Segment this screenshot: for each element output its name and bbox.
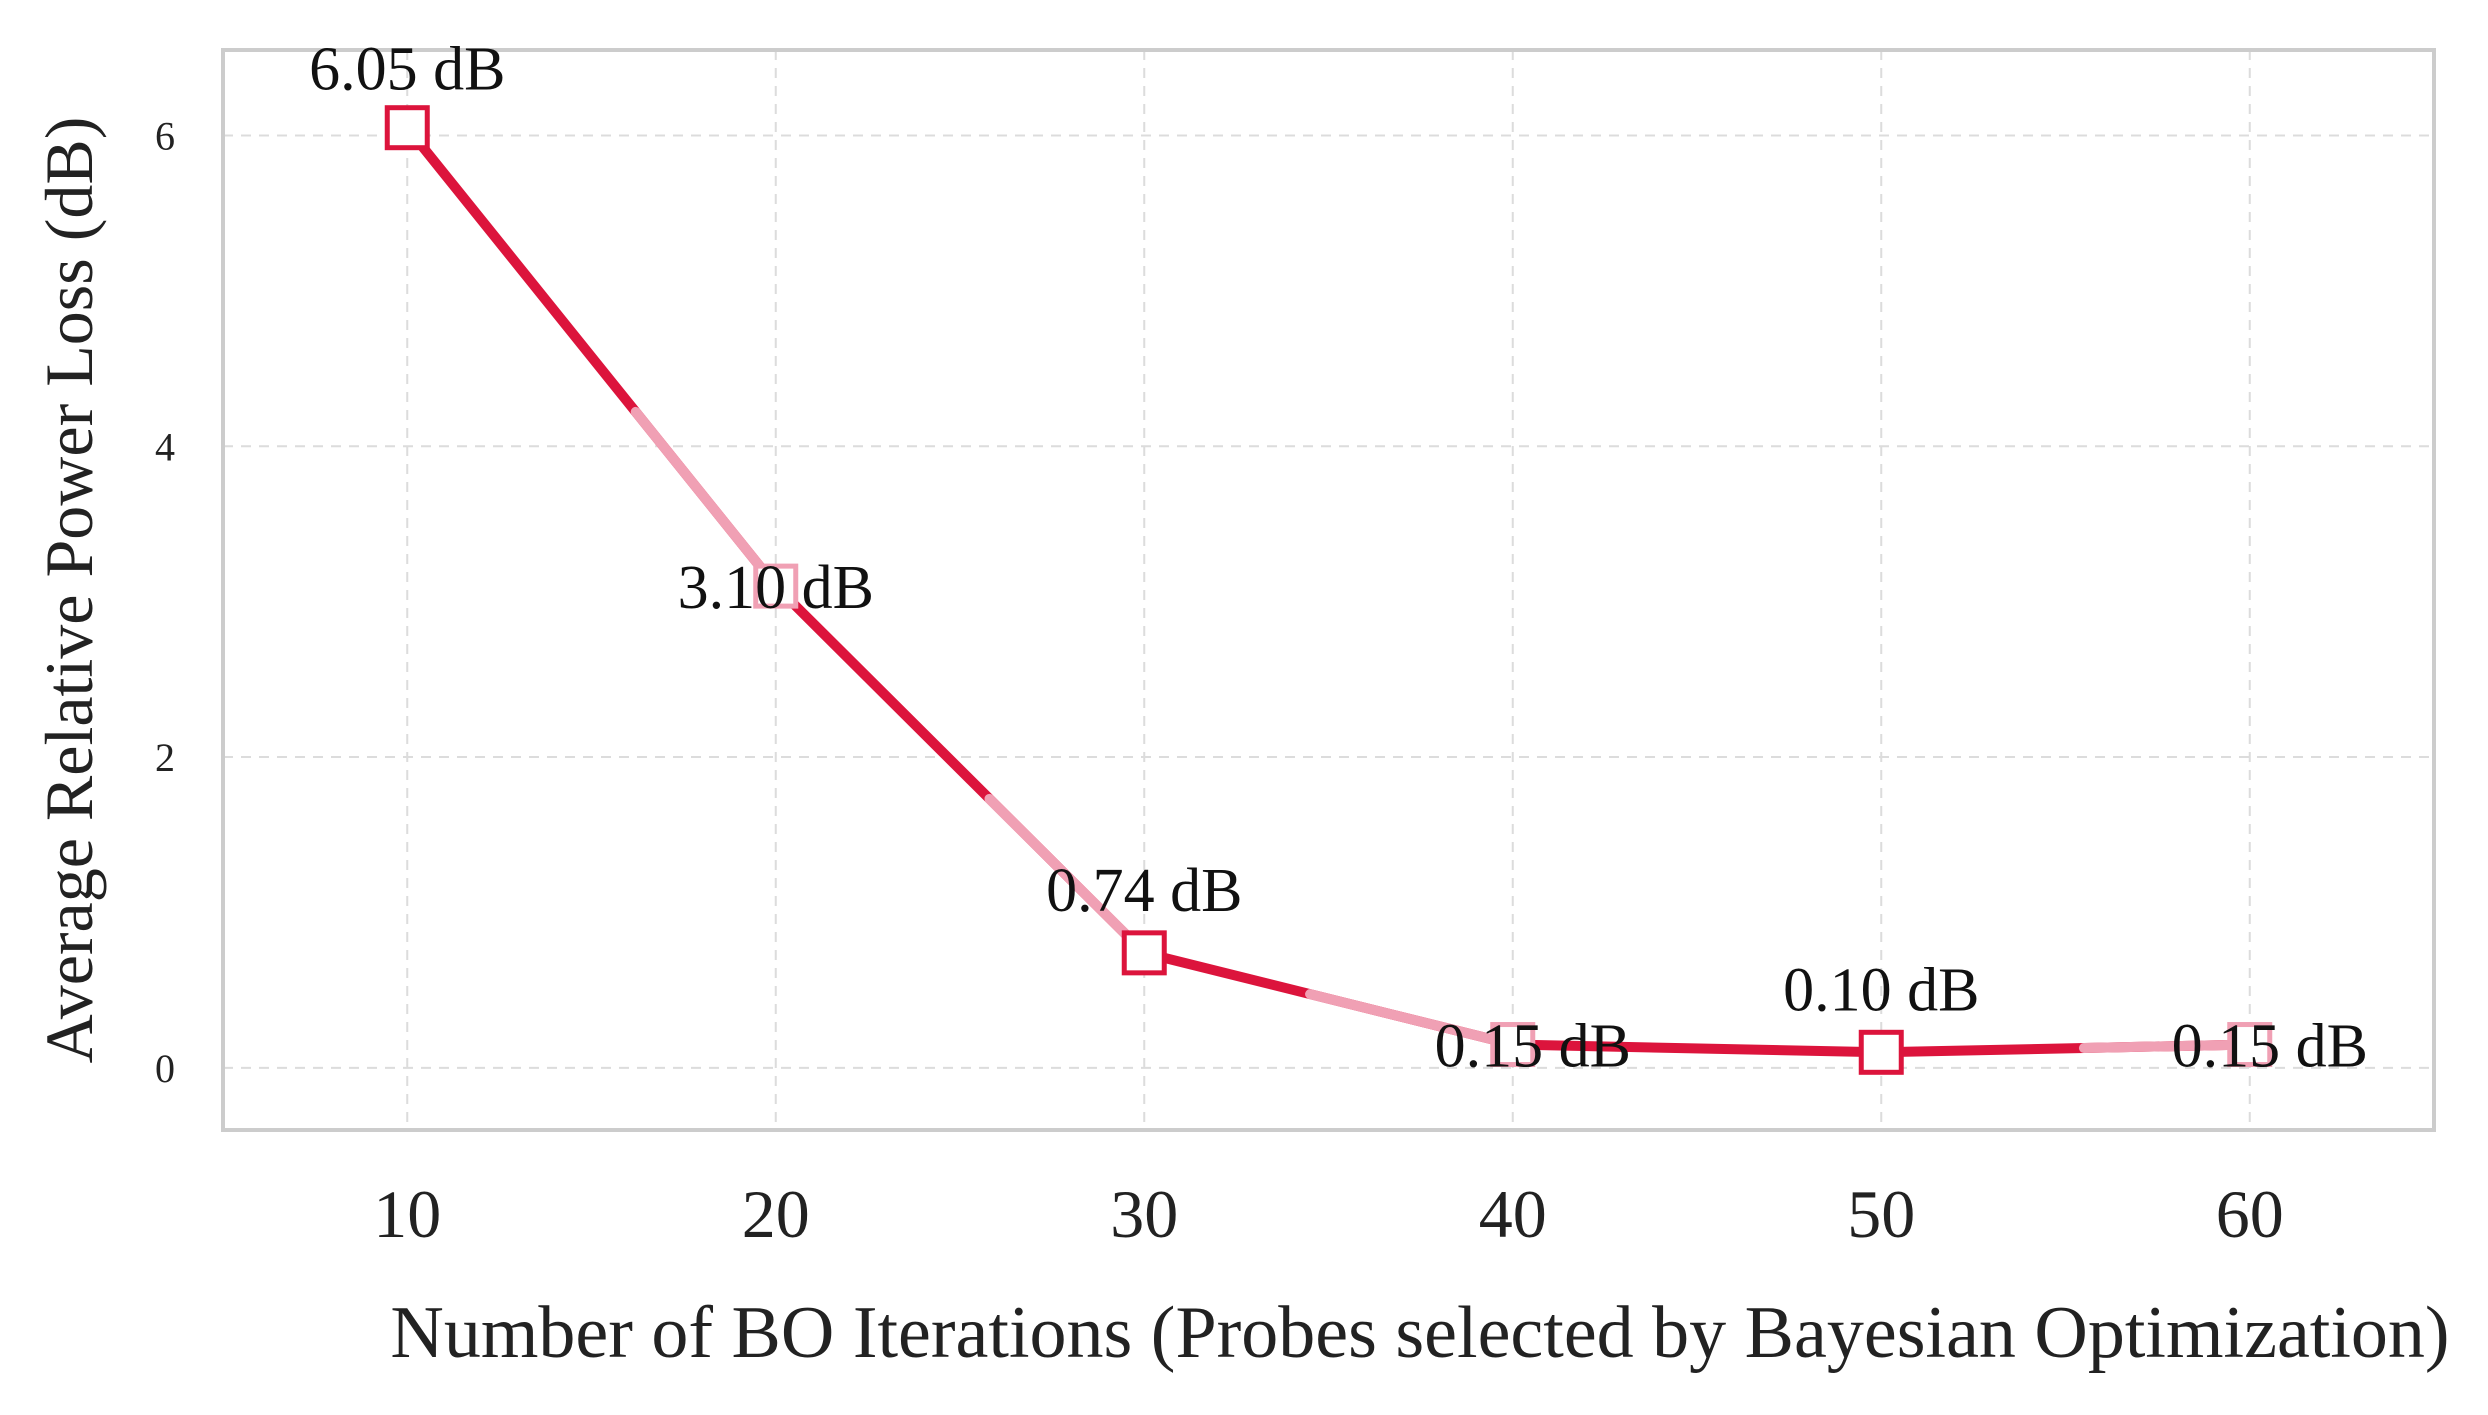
data-point-marker [1490,1022,1536,1068]
x-tick-label: 40 [1479,1176,1547,1252]
y-axis-label: Average Relative Power Loss (dB) [31,117,107,1064]
data-label: 0.15 dB [1435,1013,1631,1081]
data-label: 0.74 dB [1046,857,1242,925]
series-highlight-segment [1305,989,1518,1050]
series-highlight-segment [984,793,1150,958]
series-highlight-segment [2078,1039,2255,1054]
x-tick-label: 20 [742,1176,810,1252]
x-tick-label: 30 [1110,1176,1178,1252]
data-label: 3.10 dB [678,554,874,622]
data-labels: 6.05 dB 3.10 dB 0.74 dB 0.15 dB 0.10 dB 0.15 … [309,36,2368,1081]
series-highlight-segment [630,406,781,592]
data-label: 0.10 dB [1783,956,1979,1024]
y-tick-label: 6 [155,113,175,158]
data-label: 6.05 dB [309,36,505,104]
y-tick-label: 2 [155,735,175,780]
plot-frame [221,48,2436,1132]
series-line [402,122,2255,1058]
x-tick-label: 60 [2216,1176,2284,1252]
data-point-marker [384,105,430,151]
y-tick-label: 0 [155,1046,175,1091]
data-point-marker [1121,930,1167,976]
series-markers [384,105,2273,1075]
x-tick-label: 50 [1847,1176,1915,1252]
y-axis-ticks: 0 2 4 6 [155,113,175,1090]
series-segment [1507,1039,1887,1058]
x-axis-ticks: 10 20 30 40 50 60 [373,1176,2284,1252]
x-tick-label: 10 [373,1176,441,1252]
x-axis-label: Number of BO Iterations (Probes selected… [390,1292,2449,1374]
grid-lines [223,50,2434,1130]
data-point-marker [753,563,799,609]
y-tick-label: 4 [155,424,175,469]
data-point-marker [2227,1022,2273,1068]
data-label: 0.15 dB [2172,1013,2368,1081]
data-point-marker [1858,1029,1904,1075]
